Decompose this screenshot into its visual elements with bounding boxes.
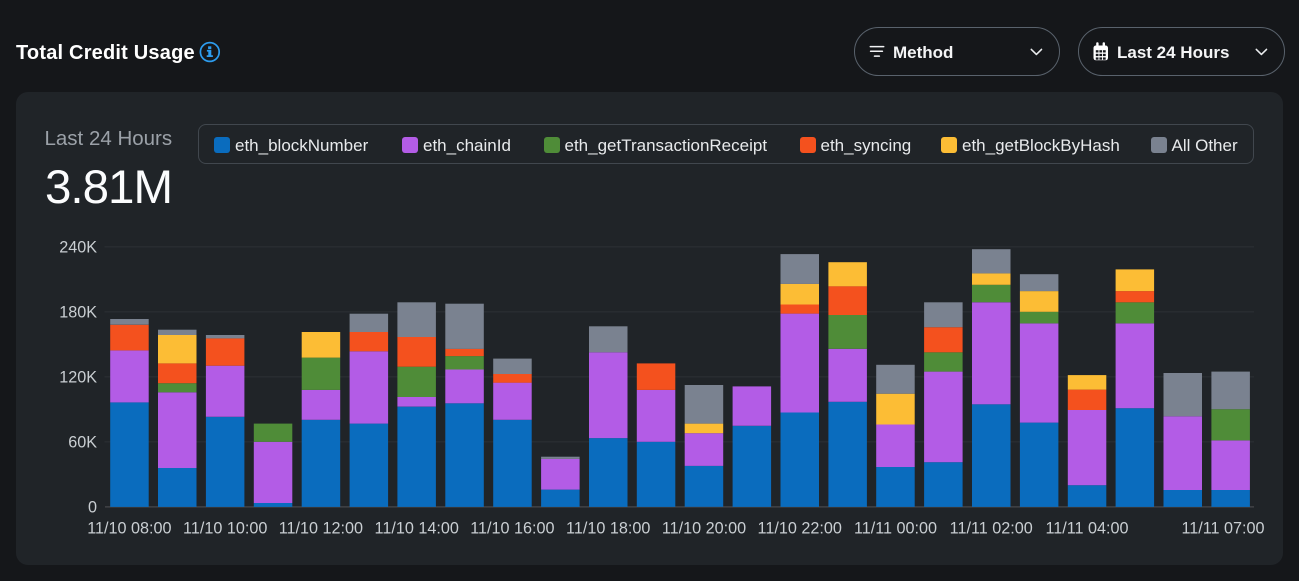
svg-text:11/11 07:00: 11/11 07:00 — [1181, 520, 1264, 538]
svg-text:11/10 16:00: 11/10 16:00 — [470, 520, 554, 538]
svg-text:120K: 120K — [59, 369, 97, 387]
svg-text:11/11 02:00: 11/11 02:00 — [950, 520, 1033, 538]
svg-text:11/10 10:00: 11/10 10:00 — [183, 520, 267, 538]
svg-text:11/10 18:00: 11/10 18:00 — [566, 520, 650, 538]
svg-text:11/10 12:00: 11/10 12:00 — [279, 520, 363, 538]
svg-text:11/10 22:00: 11/10 22:00 — [758, 520, 842, 538]
svg-text:60K: 60K — [68, 434, 97, 452]
svg-text:11/11 00:00: 11/11 00:00 — [854, 520, 937, 538]
svg-text:180K: 180K — [59, 304, 97, 322]
svg-text:11/10 14:00: 11/10 14:00 — [375, 520, 459, 538]
svg-text:240K: 240K — [59, 239, 97, 257]
svg-text:11/10 20:00: 11/10 20:00 — [662, 520, 746, 538]
svg-text:11/11 04:00: 11/11 04:00 — [1045, 520, 1128, 538]
svg-text:11/10 08:00: 11/10 08:00 — [87, 520, 171, 538]
svg-text:0: 0 — [88, 499, 97, 517]
